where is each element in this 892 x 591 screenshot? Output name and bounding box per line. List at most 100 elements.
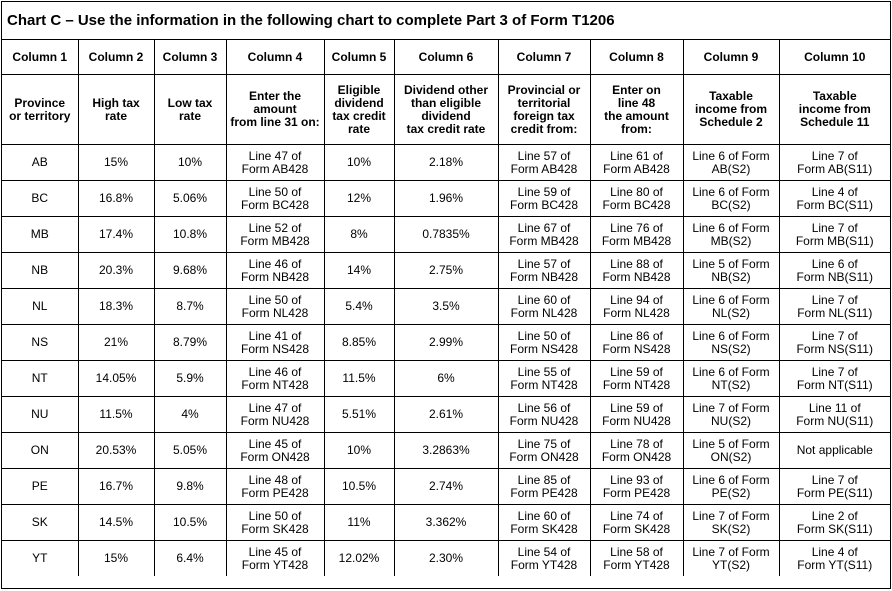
cell-line: Form ON428	[601, 449, 672, 464]
column-number-header: Column 5	[323, 40, 395, 75]
cell-line: Form SK428	[602, 521, 671, 536]
eligible-dividend-rate-cell: 5.4%	[323, 288, 395, 325]
cell-line: Line 4 of	[811, 184, 858, 199]
column-description-header: Enter on line 48 the amount from:	[589, 74, 684, 145]
cell-line: NU(S2)	[710, 413, 751, 428]
line-31-source-cell: Line 45 of Form ON428	[225, 432, 325, 469]
schedule-2-source-cell: Line 5 of Form NB(S2)	[682, 252, 780, 289]
cell-line: Line 11 of	[808, 400, 861, 415]
line-48-source-cell: Line 88 of Form NB428	[589, 252, 684, 289]
header-line: the amount	[604, 108, 669, 123]
cell-line: Line 7 of	[811, 328, 858, 343]
cell-line: Form NB428	[602, 269, 671, 284]
cell-line: Form NS428	[240, 341, 310, 356]
other-dividend-rate-cell: 3.2863%	[393, 432, 499, 469]
cell-line: Line 6 of Form	[692, 364, 770, 379]
province-cell: MB	[2, 216, 79, 253]
cell-line: YT(S2)	[711, 557, 750, 572]
header-line: dividend	[334, 95, 384, 110]
cell-line: Form AB428	[241, 161, 309, 176]
line-48-source-cell: Line 58 of Form YT428	[589, 540, 684, 576]
cell-line: Form PE428	[510, 485, 578, 500]
header-line: tax credit	[332, 108, 386, 123]
cell-line: Form MB428	[509, 233, 579, 248]
line-31-source-cell: Line 52 of Form MB428	[225, 216, 325, 253]
cell-line: Form NL428	[510, 305, 578, 320]
eligible-dividend-rate-cell: 10%	[323, 144, 395, 181]
column-number-row: Column 1 Column 2 Column 3 Column 4 Column 5…	[2, 40, 890, 75]
schedule-11-source-cell: Line 7 of Form AB(S11)	[778, 144, 890, 181]
cell-line: MB(S2)	[710, 233, 752, 248]
table-row: AB 15% 10% Line 47 of Form AB428 10% 2.18% Line…	[2, 144, 890, 181]
schedule-2-source-cell: Line 6 of Form NL(S2)	[682, 288, 780, 325]
high-tax-rate-cell: 15%	[77, 144, 155, 181]
schedule-2-source-cell: Line 6 of Form PE(S2)	[682, 468, 780, 505]
cell-line: Form ON428	[509, 449, 579, 464]
schedule-2-source-cell: Line 6 of Form NT(S2)	[682, 360, 780, 397]
cell-line: Form NB428	[509, 269, 579, 284]
header-line: Schedule 2	[699, 115, 763, 129]
cell-line: Form NS428	[602, 341, 671, 356]
cell-line: Line 74 of	[610, 508, 663, 523]
province-cell: YT	[2, 540, 79, 576]
low-tax-rate-cell: 10.5%	[153, 504, 227, 541]
foreign-tax-credit-source-cell: Line 56 of Form NU428	[497, 396, 591, 433]
schedule-11-source-cell: Line 7 of Form PE(S11)	[778, 468, 890, 505]
eligible-dividend-rate-cell: 8%	[323, 216, 395, 253]
cell-line: Line 50 of	[517, 328, 571, 343]
cell-line: Line 85 of	[517, 472, 571, 487]
cell-line: NL(S2)	[711, 305, 750, 320]
low-tax-rate-cell: 10.8%	[153, 216, 227, 253]
cell-line: BC(S2)	[711, 197, 751, 212]
cell-line: Line 78 of	[610, 436, 663, 451]
column-number-header: Column 3	[153, 40, 227, 75]
cell-line: PE(S2)	[711, 485, 751, 500]
header-line: tax credit rate	[406, 121, 486, 136]
column-description-header: Provincial or territorial foreign tax credi…	[497, 74, 591, 145]
cell-line: Form PE(S11)	[796, 485, 873, 500]
header-line: line 48	[617, 95, 656, 110]
schedule-11-source-cell: Line 7 of Form NL(S11)	[778, 288, 890, 325]
low-tax-rate-cell: 5.9%	[153, 360, 227, 397]
cell-line: Line 58 of	[610, 544, 663, 559]
column-description-row: Province or territory High tax rate Low tax r…	[2, 74, 890, 145]
line-31-source-cell: Line 46 of Form NB428	[225, 252, 325, 289]
cell-line: Line 59 of	[517, 184, 571, 199]
table-row: MB 17.4% 10.8% Line 52 of Form MB428 8% 0.7835…	[2, 216, 890, 253]
cell-line: Line 60 of	[517, 508, 571, 523]
header-line: Taxable	[709, 89, 753, 103]
table-row: NU 11.5% 4% Line 47 of Form NU428 5.51% 2.61% L…	[2, 396, 890, 433]
cell-line: Line 59 of	[610, 400, 663, 415]
cell-line: Line 47 of	[248, 400, 302, 415]
cell-line: Line 6 of Form	[692, 184, 770, 199]
high-tax-rate-cell: 16.8%	[77, 180, 155, 217]
cell-line: Form NL428	[241, 305, 309, 320]
line-48-source-cell: Line 94 of Form NL428	[589, 288, 684, 325]
eligible-dividend-rate-cell: 10.5%	[323, 468, 395, 505]
cell-line: Line 5 of Form	[692, 436, 770, 451]
schedule-11-source-cell: Line 2 of Form SK(S11)	[778, 504, 890, 541]
schedule-2-source-cell: Line 6 of Form MB(S2)	[682, 216, 780, 253]
line-31-source-cell: Line 48 of Form PE428	[225, 468, 325, 505]
low-tax-rate-cell: 8.79%	[153, 324, 227, 361]
schedule-2-source-cell: Line 6 of Form AB(S2)	[682, 144, 780, 181]
low-tax-rate-cell: 9.68%	[153, 252, 227, 289]
high-tax-rate-cell: 14.5%	[77, 504, 155, 541]
column-number-header: Column 2	[77, 40, 155, 75]
foreign-tax-credit-source-cell: Line 50 of Form NS428	[497, 324, 591, 361]
cell-line: Form YT(S11)	[797, 557, 873, 572]
cell-line: Form NU(S11)	[796, 413, 874, 428]
header-line: from:	[621, 121, 652, 136]
cell-line: Line 50 of	[248, 292, 302, 307]
cell-line: Form AB428	[510, 161, 578, 176]
header-line: than eligible	[410, 95, 481, 110]
header-line: Schedule 11	[800, 115, 870, 129]
line-31-source-cell: Line 45 of Form YT428	[225, 540, 325, 576]
cell-line: Line 57 of	[517, 256, 571, 271]
foreign-tax-credit-source-cell: Line 54 of Form YT428	[497, 540, 591, 576]
cell-line: Line 45 of	[248, 544, 302, 559]
cell-line: Form NL(S11)	[797, 305, 873, 320]
line-31-source-cell: Line 50 of Form SK428	[225, 504, 325, 541]
header-line: income from	[694, 102, 767, 116]
